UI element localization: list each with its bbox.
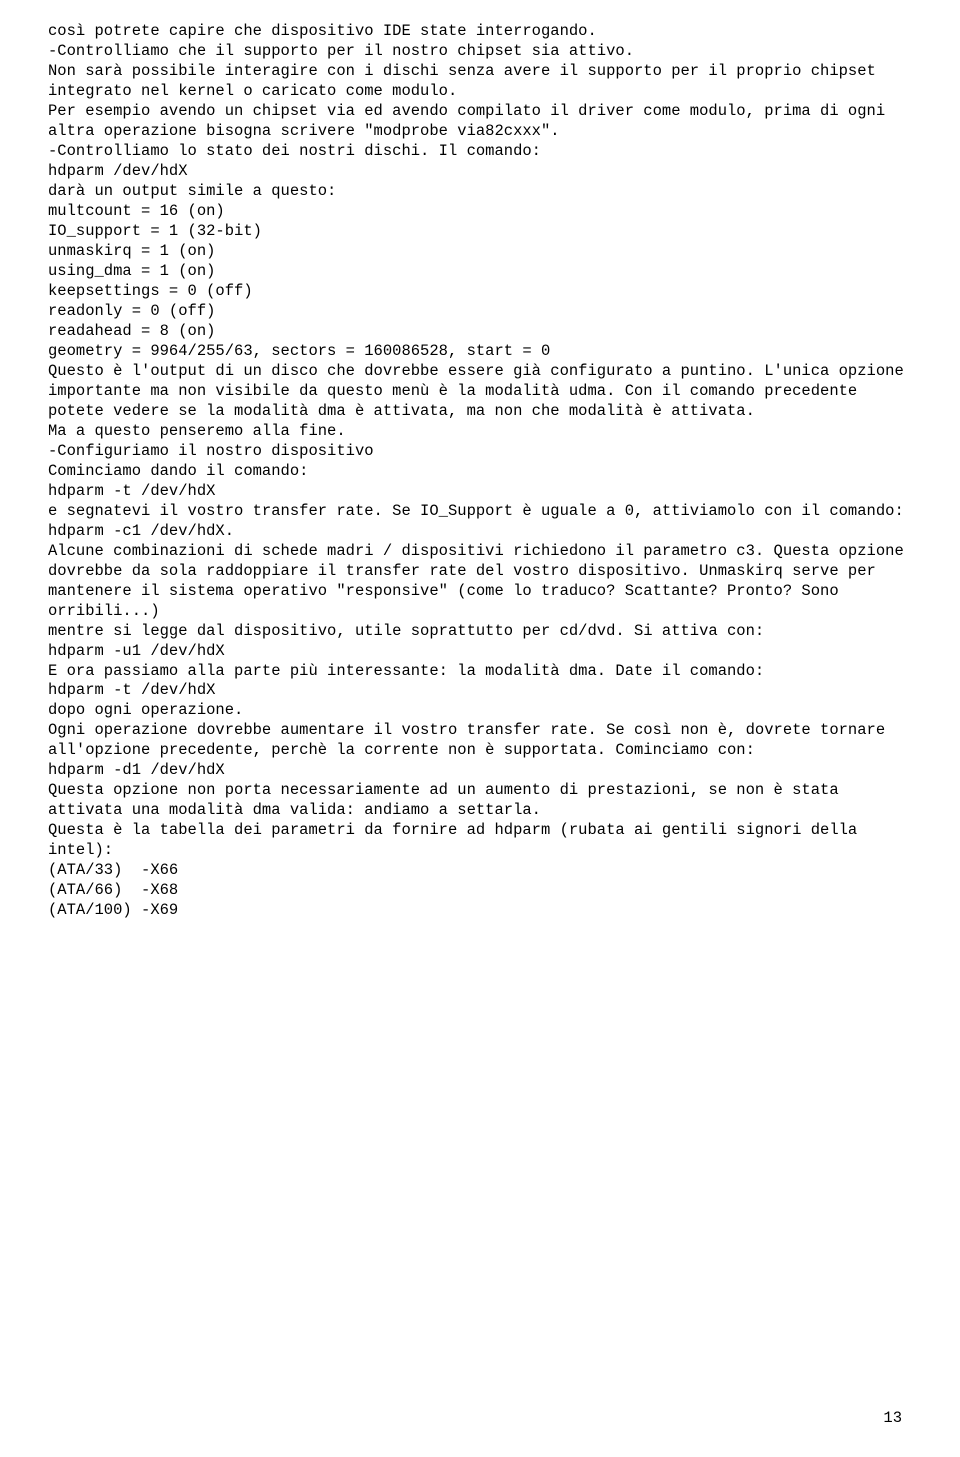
page-number: 13 [883, 1409, 902, 1429]
document-body-text: così potrete capire che dispositivo IDE … [48, 22, 910, 921]
document-page: così potrete capire che dispositivo IDE … [0, 0, 960, 1457]
